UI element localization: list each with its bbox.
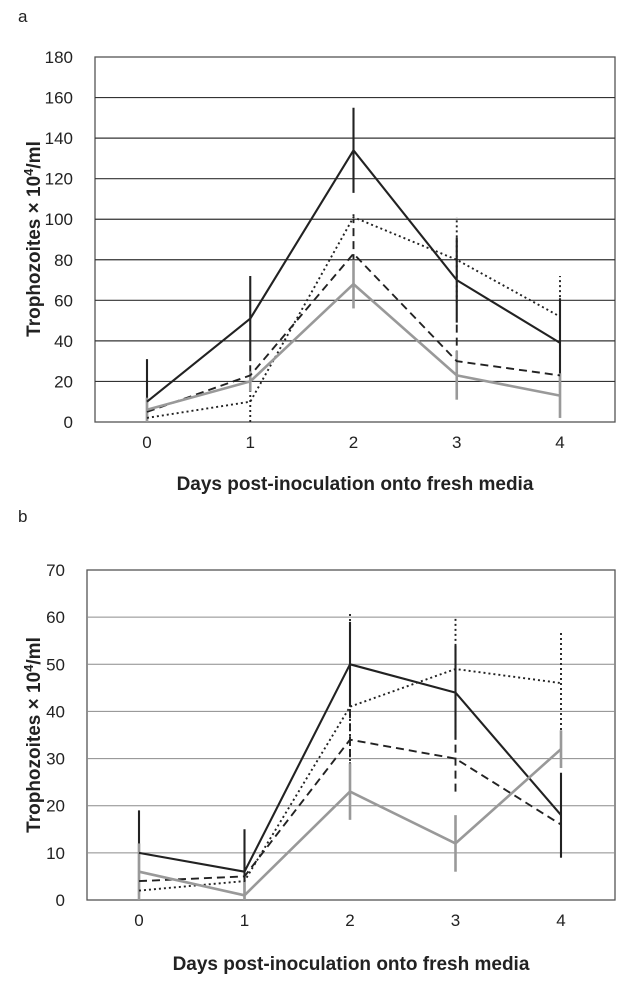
y-tick-label-a-2: 40 — [54, 332, 73, 351]
series-lines-b — [138, 663, 562, 897]
x-tick-label-b-1: 1 — [240, 911, 249, 930]
y-axis-title-sup-b: 4 — [21, 664, 36, 672]
y-axis-title-main-b: Trophozoites × 10 — [24, 672, 45, 833]
y-tick-label-a-0: 0 — [64, 413, 73, 432]
gridlines-b — [87, 616, 615, 854]
x-axis-title-a: Days post-inoculation onto fresh media — [177, 474, 534, 495]
x-tick-label-a-0: 0 — [142, 433, 151, 452]
series-line-a-3 — [146, 282, 561, 412]
gridlines-a — [95, 96, 615, 383]
y-tick-label-b-2: 20 — [46, 797, 65, 816]
y-tick-label-a-3: 60 — [54, 291, 73, 310]
y-axis-title-b: Trophozoites × 104/ml — [21, 637, 45, 833]
series-line-b-0 — [138, 663, 562, 873]
x-tick-label-b-4: 4 — [556, 911, 565, 930]
y-axis-title-main-a: Trophozoites × 10 — [24, 176, 45, 337]
chart-panel-a: a 0 20 40 60 80 100 120 140 160 180 0 1 2 3 4 Days po… — [18, 7, 616, 495]
panel-label-a: a — [18, 7, 28, 26]
y-tick-label-a-1: 20 — [54, 372, 73, 391]
x-tick-labels-a: 0 1 2 3 4 — [142, 433, 564, 452]
y-axis-title-sup-a: 4 — [21, 168, 36, 176]
error-bars-a — [145, 107, 562, 422]
series-line-a-0 — [146, 149, 561, 403]
y-tick-label-b-1: 10 — [46, 844, 65, 863]
y-tick-label-a-8: 160 — [45, 89, 73, 108]
y-tick-labels-b: 0 10 20 30 40 50 60 70 — [46, 561, 65, 910]
chart-panel-b: b 0 10 20 30 40 50 60 70 0 1 2 3 4 Days post-inocul… — [18, 507, 616, 975]
x-tick-label-b-2: 2 — [345, 911, 354, 930]
y-tick-label-b-4: 40 — [46, 702, 65, 721]
y-tick-label-a-7: 140 — [45, 129, 73, 148]
y-tick-labels-a: 0 20 40 60 80 100 120 140 160 180 — [45, 48, 73, 432]
y-tick-label-b-6: 60 — [46, 608, 65, 627]
x-tick-label-a-2: 2 — [349, 433, 358, 452]
plot-area-a — [94, 56, 616, 423]
panel-label-b: b — [18, 507, 27, 526]
x-tick-label-b-3: 3 — [451, 911, 460, 930]
y-tick-label-a-5: 100 — [45, 210, 73, 229]
y-tick-label-b-5: 50 — [46, 655, 65, 674]
x-tick-labels-b: 0 1 2 3 4 — [134, 911, 565, 930]
series-lines-a — [146, 149, 561, 419]
series-line-b-2 — [138, 738, 562, 883]
plot-area-b — [86, 569, 616, 901]
y-tick-label-b-0: 0 — [56, 891, 65, 910]
x-axis-title-b: Days post-inoculation onto fresh media — [173, 954, 530, 975]
x-tick-label-a-1: 1 — [246, 433, 255, 452]
series-line-b-3 — [138, 748, 562, 897]
y-tick-label-b-3: 30 — [46, 750, 65, 769]
y-tick-label-a-6: 120 — [45, 170, 73, 189]
y-axis-title-a: Trophozoites × 104/ml — [21, 141, 45, 337]
x-tick-label-a-3: 3 — [452, 433, 461, 452]
y-tick-label-a-9: 180 — [45, 48, 73, 67]
error-bars-b — [137, 612, 563, 900]
y-axis-title-tail-a: /ml — [24, 141, 45, 168]
x-tick-label-a-4: 4 — [555, 433, 564, 452]
x-tick-label-b-0: 0 — [134, 911, 143, 930]
y-tick-label-b-7: 70 — [46, 561, 65, 580]
series-line-a-1 — [146, 216, 561, 419]
y-axis-title-tail-b: /ml — [24, 637, 45, 664]
y-tick-label-a-4: 80 — [54, 251, 73, 270]
series-line-b-1 — [138, 668, 562, 892]
